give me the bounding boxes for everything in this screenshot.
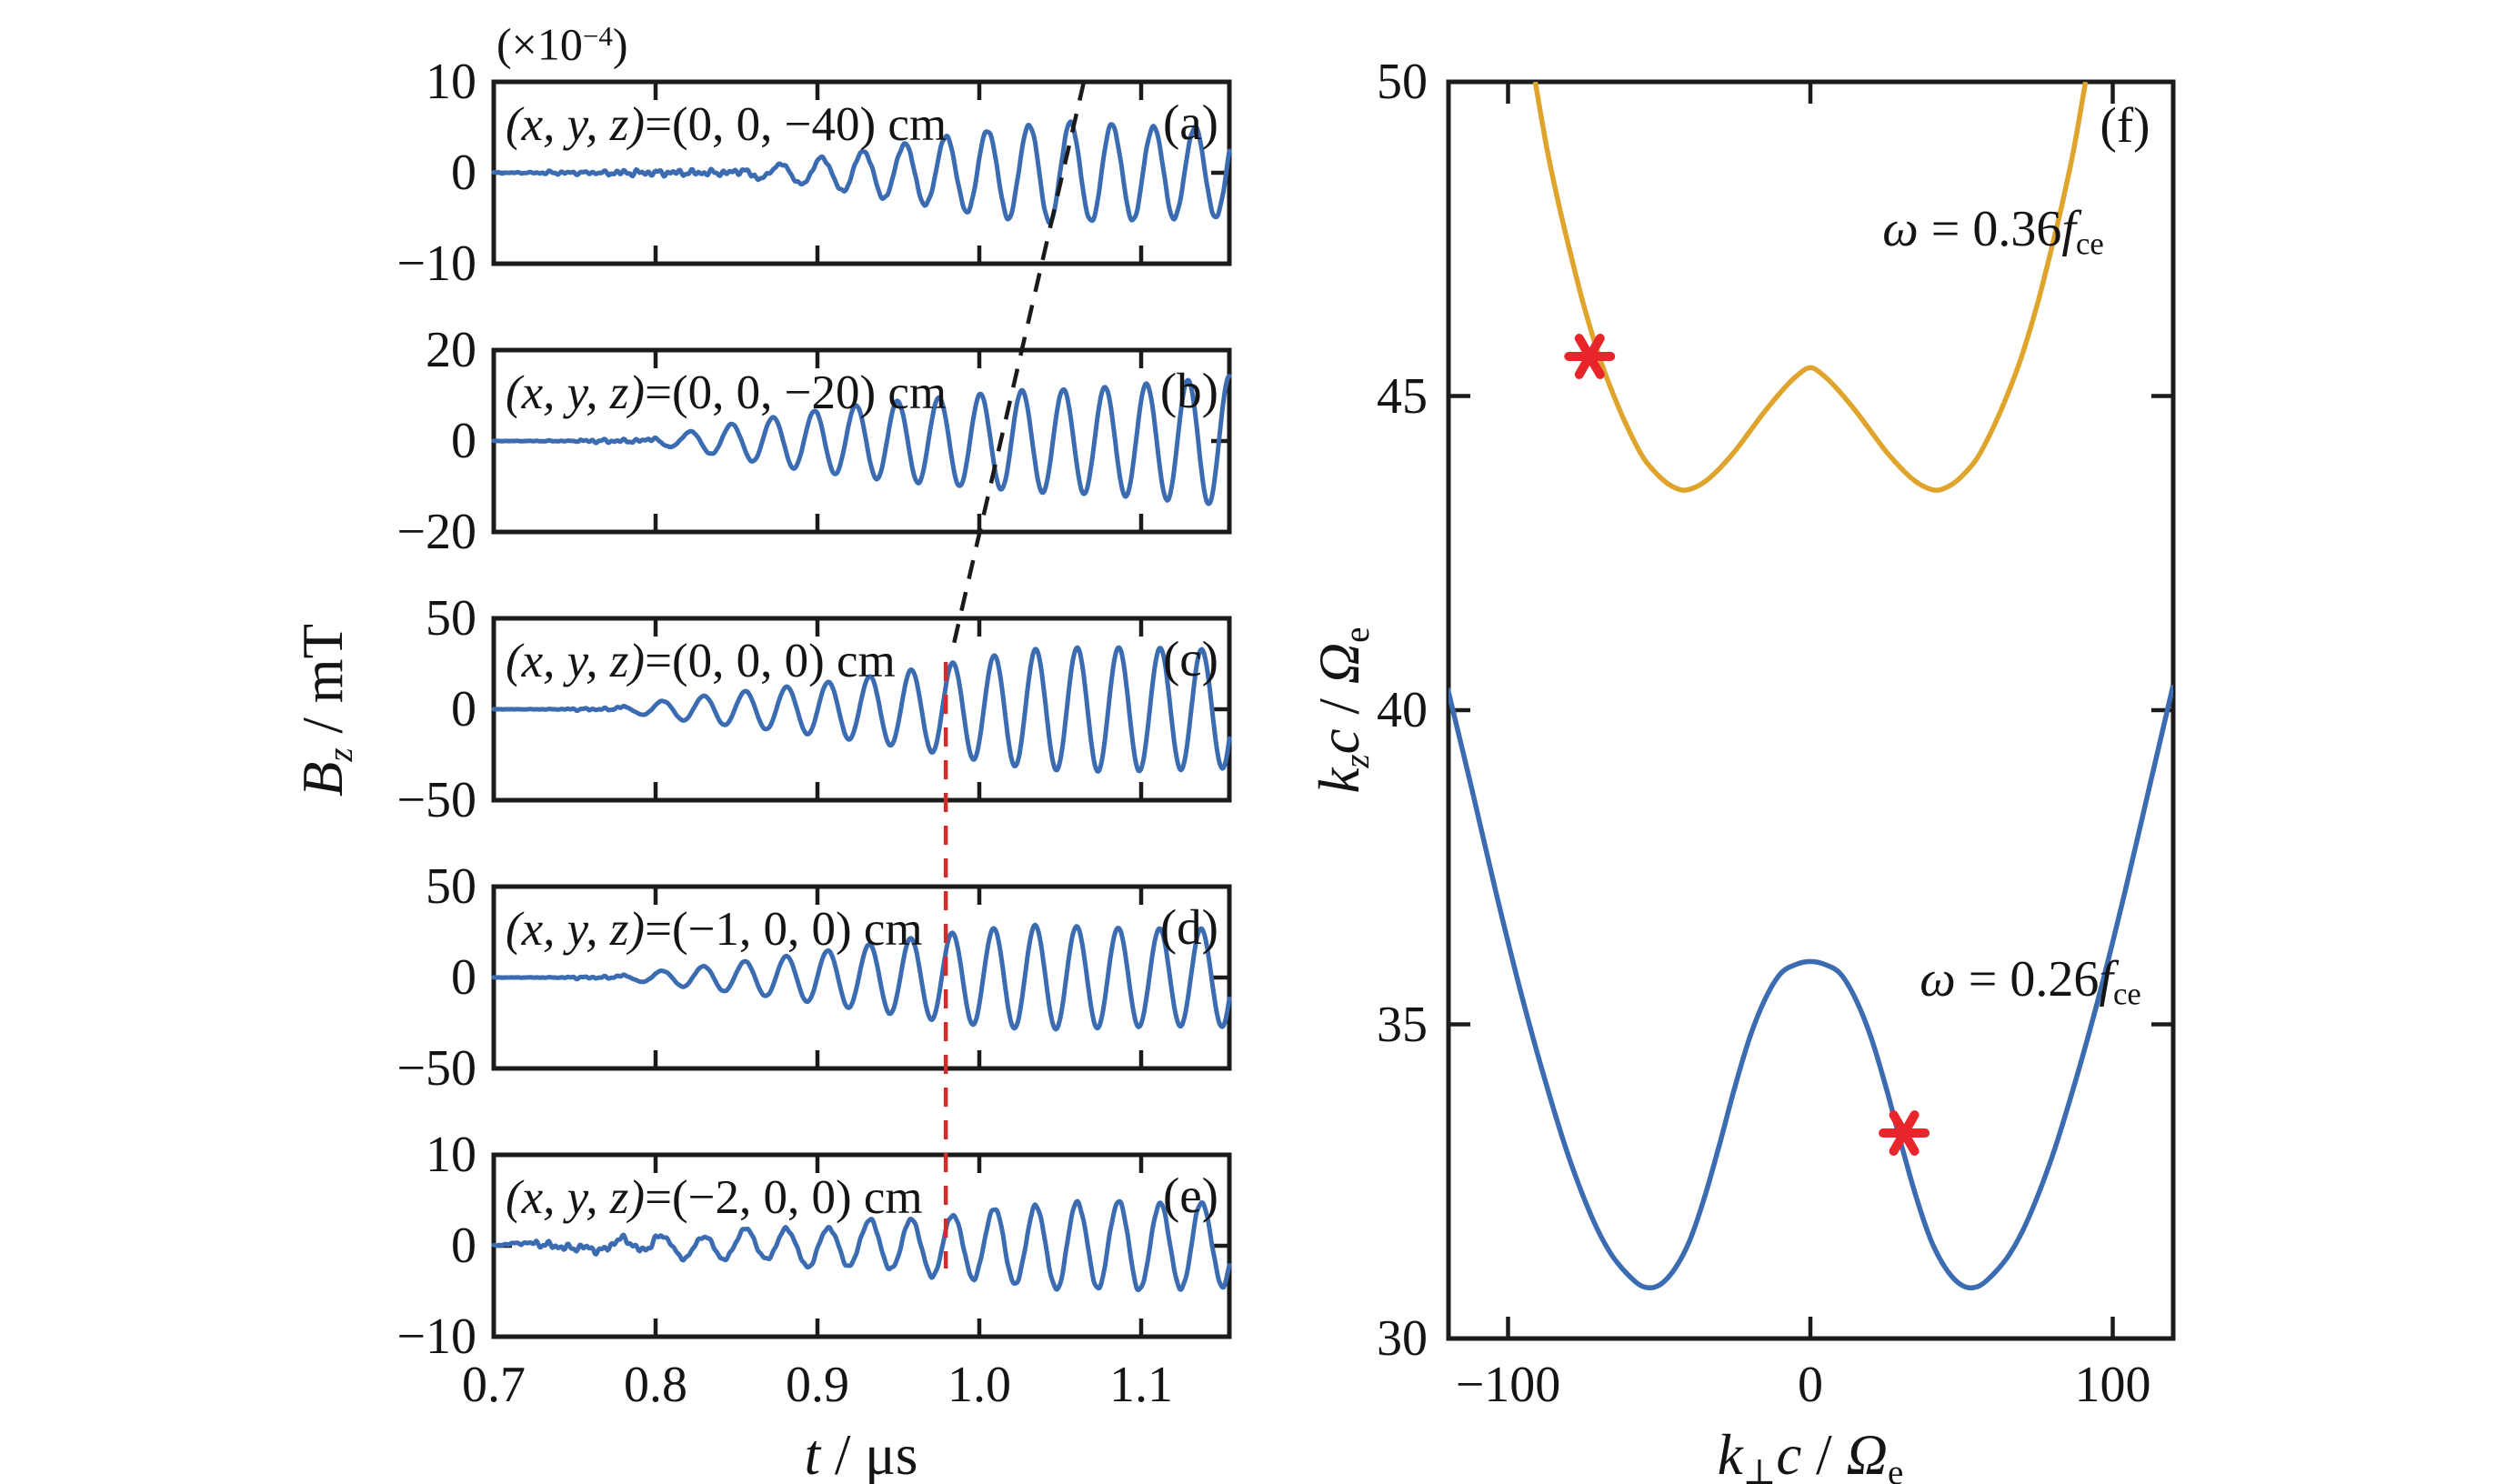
marker-asterisk-0 bbox=[1564, 334, 1616, 379]
dispersion-curve-blue bbox=[1448, 684, 2173, 1291]
dispersion-plot bbox=[1446, 79, 2176, 1341]
panel-d bbox=[491, 884, 1232, 1071]
waveform-e bbox=[491, 1198, 1232, 1293]
panel-c bbox=[491, 616, 1232, 803]
panel-e bbox=[491, 1152, 1232, 1339]
panel-b bbox=[491, 347, 1232, 535]
waveform-a bbox=[491, 119, 1232, 226]
waveform-c bbox=[491, 645, 1232, 774]
marker-asterisk-1 bbox=[1879, 1110, 1930, 1156]
waveform-b bbox=[491, 374, 1232, 506]
waveform-d bbox=[491, 922, 1232, 1032]
dispersion-curve-yellow bbox=[1532, 82, 2089, 493]
panel-a bbox=[491, 79, 1232, 266]
